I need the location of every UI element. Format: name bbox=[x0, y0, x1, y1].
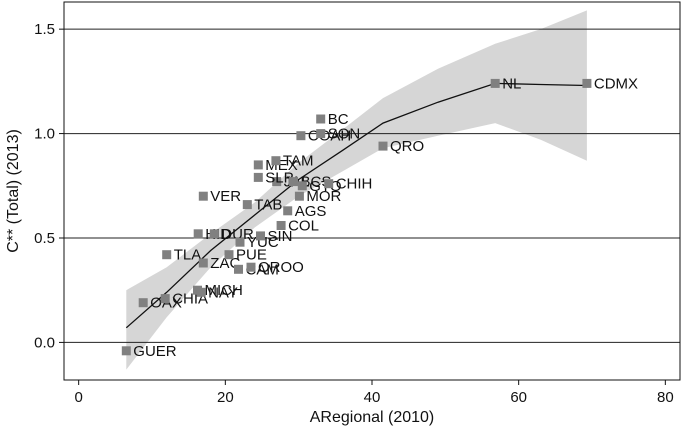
point-label: MOR bbox=[306, 188, 341, 205]
point-label: ZAC bbox=[210, 255, 240, 272]
point-label: NL bbox=[502, 75, 521, 92]
point-label: BC bbox=[328, 111, 349, 128]
data-point bbox=[198, 258, 208, 268]
point-label: COL bbox=[288, 218, 319, 235]
point-label: TAB bbox=[254, 197, 282, 214]
fit-line-layer bbox=[125, 82, 587, 329]
point-label: BCS bbox=[301, 174, 332, 191]
point-label: QROO bbox=[258, 259, 304, 276]
point-label: AGS bbox=[295, 203, 327, 220]
y-tick-label: 0.5 bbox=[34, 230, 55, 247]
data-point bbox=[256, 231, 265, 241]
point-label: YUC bbox=[247, 234, 279, 251]
data-point bbox=[490, 78, 500, 88]
data-point bbox=[378, 141, 388, 151]
data-point bbox=[246, 262, 256, 272]
y-tick-label: 0.0 bbox=[34, 334, 55, 351]
point-label: PUE bbox=[236, 247, 267, 264]
data-point bbox=[193, 229, 203, 239]
data-point bbox=[235, 237, 245, 247]
data-point bbox=[294, 191, 304, 201]
data-point bbox=[296, 131, 306, 141]
point-label: DUR bbox=[221, 226, 254, 243]
data-point bbox=[198, 191, 208, 201]
data-point bbox=[324, 179, 334, 189]
point-label: OAX bbox=[150, 295, 182, 312]
point-label: CDMX bbox=[594, 75, 638, 92]
data-point bbox=[160, 294, 170, 304]
data-point bbox=[193, 285, 202, 295]
point-label: MICH bbox=[205, 282, 243, 299]
x-tick-label: 40 bbox=[364, 389, 381, 406]
data-point bbox=[289, 177, 298, 187]
confidence-band bbox=[126, 10, 587, 370]
point-label: SON bbox=[328, 126, 361, 143]
data-point bbox=[242, 200, 252, 210]
data-point bbox=[271, 156, 281, 166]
data-point bbox=[253, 160, 263, 170]
point-label: SLP bbox=[265, 169, 293, 186]
point-label: GUER bbox=[133, 343, 177, 360]
grid-layer bbox=[64, 28, 680, 343]
point-label: VER bbox=[210, 188, 241, 205]
point-label: QRO bbox=[390, 138, 424, 155]
data-point bbox=[234, 264, 243, 274]
confidence-band-layer bbox=[126, 10, 587, 370]
point-label: CHIH bbox=[336, 176, 373, 193]
y-tick-label: 1.5 bbox=[34, 21, 55, 38]
x-tick-label: 20 bbox=[217, 389, 234, 406]
data-point bbox=[283, 206, 293, 216]
data-point bbox=[138, 298, 148, 308]
x-tick-label: 60 bbox=[510, 389, 527, 406]
x-axis-title: ARegional (2010) bbox=[310, 409, 435, 426]
data-point bbox=[162, 250, 172, 260]
tick-labels-layer: 0.0 0.5 1.0 1.5 0 20 40 60 80 bbox=[34, 21, 674, 406]
data-point bbox=[224, 250, 234, 260]
data-point bbox=[582, 78, 592, 88]
point-label: TLA bbox=[174, 247, 202, 264]
data-point bbox=[276, 221, 286, 230]
data-point bbox=[297, 181, 307, 191]
data-points-layer: GUEROAXCHIATLANAYMICHZACHIDDURVERPUECAMQ… bbox=[121, 75, 638, 360]
point-label: SIN bbox=[268, 228, 293, 245]
y-axis-title: C** (Total) (2013) bbox=[5, 129, 22, 253]
fit-line bbox=[125, 82, 587, 329]
data-point bbox=[209, 229, 219, 239]
data-point bbox=[121, 346, 131, 356]
x-tick-label: 0 bbox=[74, 389, 82, 406]
data-point bbox=[272, 177, 282, 187]
point-label: TAM bbox=[283, 153, 314, 170]
data-point bbox=[253, 172, 263, 182]
data-point bbox=[316, 114, 326, 124]
point-label: NAY bbox=[208, 284, 238, 301]
data-point bbox=[316, 129, 326, 139]
y-tick-label: 1.0 bbox=[34, 126, 55, 143]
x-tick-label: 80 bbox=[657, 389, 674, 406]
